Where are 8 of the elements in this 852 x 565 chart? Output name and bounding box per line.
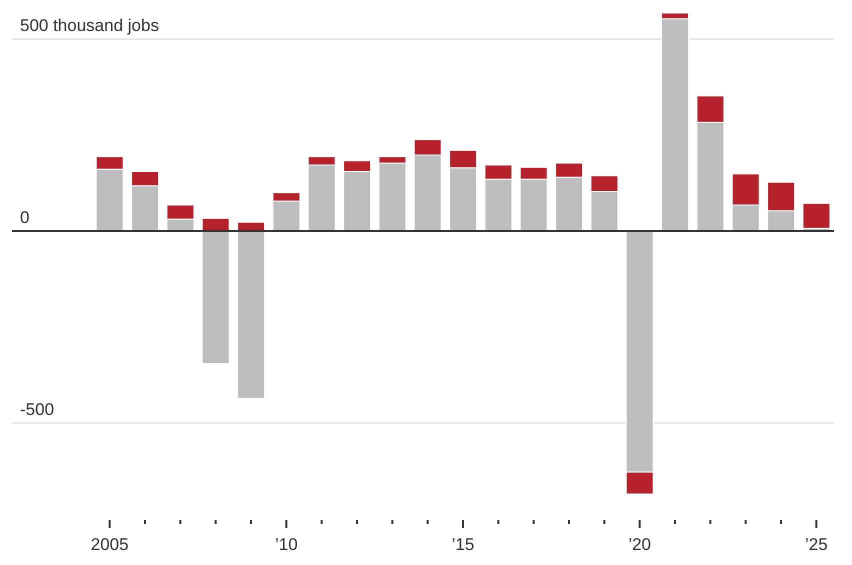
x-tick-label: ’20 bbox=[628, 535, 652, 554]
y-tick-label: -500 bbox=[20, 400, 54, 419]
x-tick-label: 2005 bbox=[90, 535, 129, 554]
y-tick-label: 500 thousand jobs bbox=[20, 16, 159, 36]
x-tick-label: ’15 bbox=[452, 535, 474, 554]
x-tick-label: ’10 bbox=[274, 535, 298, 554]
x-tick-label: ’25 bbox=[804, 535, 828, 554]
y-tick-label: 0 bbox=[20, 208, 30, 228]
